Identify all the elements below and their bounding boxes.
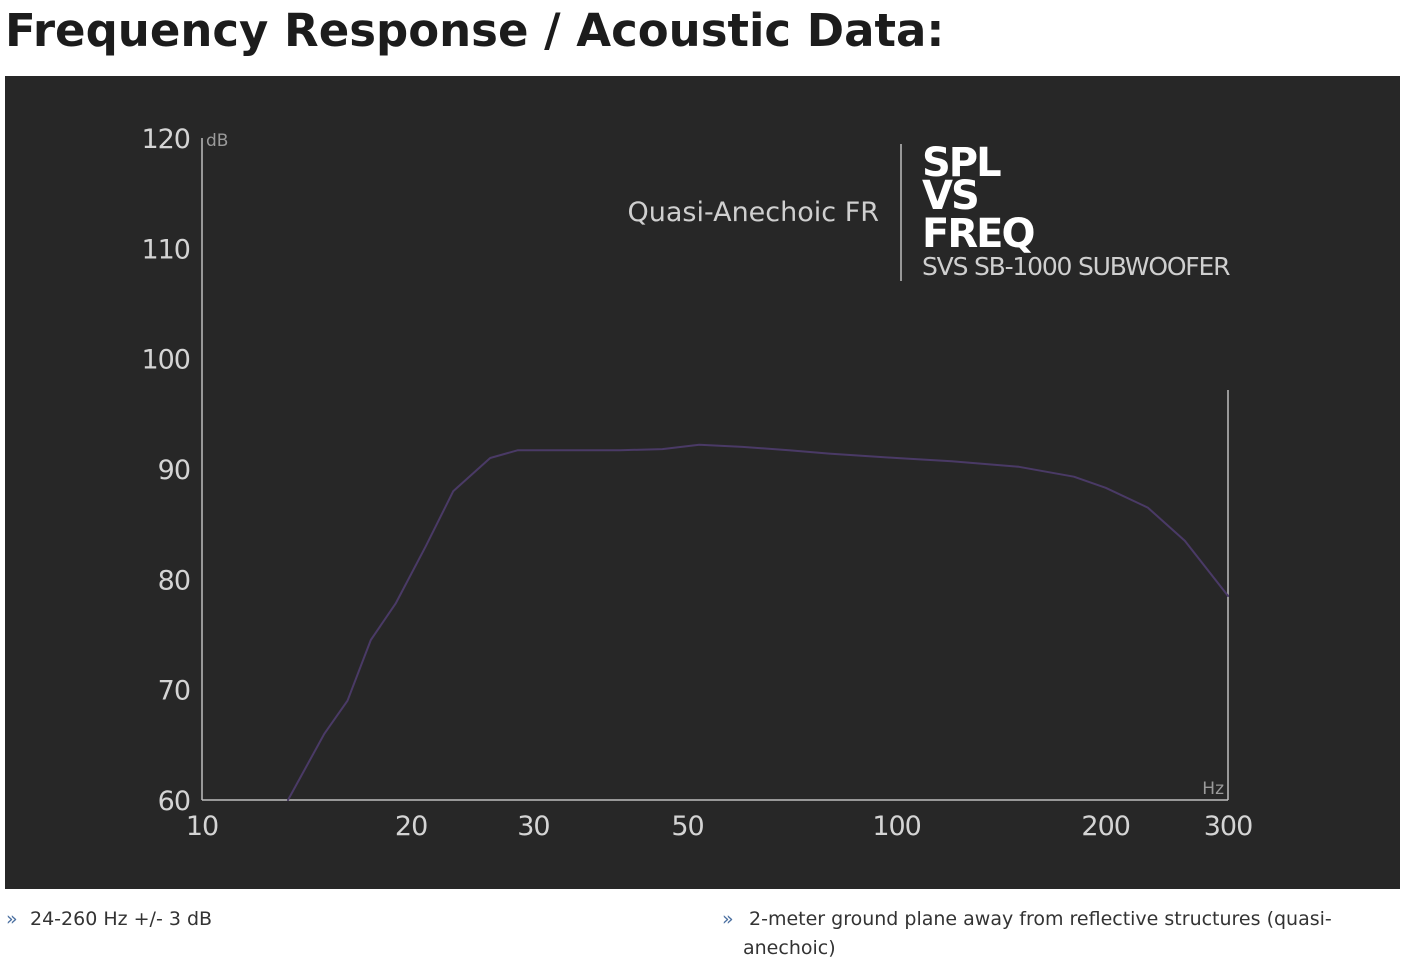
x-tick-label: 300 <box>1204 811 1253 842</box>
chart-title-line-2: VS <box>922 173 978 219</box>
series-line-quasi-anechoic-fr <box>287 443 1229 801</box>
y-tick-label: 60 <box>158 786 190 817</box>
x-tick-label: 100 <box>872 811 921 842</box>
y-tick-label: 110 <box>141 234 190 265</box>
note-text-continued: anechoic) <box>743 937 836 959</box>
y-tick-label: 100 <box>141 345 190 376</box>
y-tick-label: 120 <box>141 124 190 155</box>
x-tick-label: 50 <box>671 811 703 842</box>
page-title: Frequency Response / Acoustic Data: <box>5 4 945 57</box>
chart-subtitle: SVS SB-1000 SUBWOOFER <box>922 252 1230 281</box>
chart-title-line-1: SPL <box>922 140 1001 186</box>
y-tick-label: 90 <box>158 455 190 486</box>
x-axis-unit-label: Hz <box>1202 779 1224 799</box>
frequency-response-chart: dB Hz 60 70 80 90 100 110 120 10 20 30 50 100 200 300 Q… <box>141 124 1253 842</box>
x-tick-label: 20 <box>395 811 427 842</box>
bullet-icon: » <box>6 908 18 930</box>
y-tick-label: 70 <box>158 676 190 707</box>
note-frequency-range: » 24-260 Hz +/- 3 dB <box>6 905 646 934</box>
chart-panel: dB Hz 60 70 80 90 100 110 120 10 20 30 50 100 200 300 Q… <box>5 76 1400 889</box>
y-tick-label: 80 <box>158 565 190 596</box>
note-text: 2-meter ground plane away from reflectiv… <box>749 908 1332 930</box>
x-tick-label: 10 <box>186 811 218 842</box>
y-axis-unit-label: dB <box>206 131 228 151</box>
bullet-icon: » <box>722 908 734 930</box>
x-tick-label: 200 <box>1081 811 1130 842</box>
note-measurement-method: » 2-meter ground plane away from reflecti… <box>722 905 1362 963</box>
chart-title-line-3: FREQ <box>922 211 1033 257</box>
series-label: Quasi-Anechoic FR <box>627 197 879 228</box>
x-tick-label: 30 <box>517 811 549 842</box>
note-text: 24-260 Hz +/- 3 dB <box>30 908 213 930</box>
